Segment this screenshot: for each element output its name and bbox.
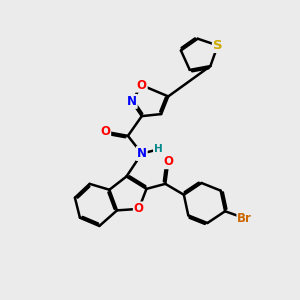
Text: O: O	[134, 202, 144, 215]
Text: O: O	[100, 125, 110, 138]
Text: H: H	[154, 144, 163, 154]
Text: N: N	[137, 147, 147, 160]
Text: O: O	[137, 79, 147, 92]
Text: N: N	[127, 95, 137, 108]
Text: Br: Br	[237, 212, 252, 225]
Text: O: O	[163, 155, 173, 168]
Text: S: S	[213, 39, 223, 52]
